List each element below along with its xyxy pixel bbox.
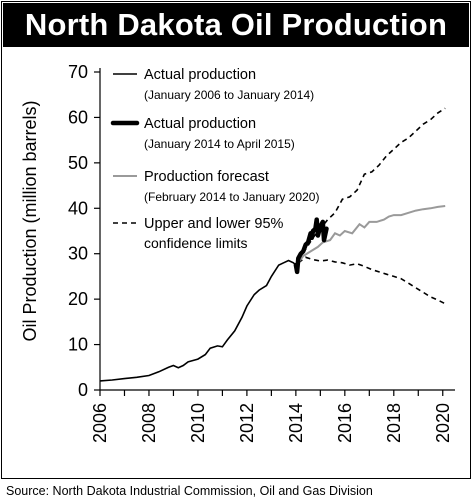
series-line-thick-black xyxy=(293,217,329,275)
x-tick-label: 2020 xyxy=(433,403,453,443)
y-tick-label: 30 xyxy=(68,244,88,264)
chart-frame xyxy=(1,1,471,479)
chart-title: North Dakota Oil Production xyxy=(24,7,448,42)
x-tick-label: 2010 xyxy=(188,403,208,443)
legend-sublabel: (January 2014 to April 2015) xyxy=(144,137,295,151)
x-tick-label: 2008 xyxy=(139,403,159,443)
source-note: Source: North Dakota Industrial Commissi… xyxy=(6,484,373,498)
legend-label: Production forecast xyxy=(144,169,269,185)
y-tick-label: 10 xyxy=(68,335,88,355)
y-tick-label: 50 xyxy=(68,153,88,173)
y-axis-label: Oil Production (million barrels) xyxy=(20,100,40,341)
x-tick-label: 2014 xyxy=(286,403,306,443)
series-line-gray xyxy=(297,205,446,264)
legend-label: Actual production xyxy=(144,67,256,83)
x-tick-label: 2016 xyxy=(335,403,355,443)
x-tick-label: 2018 xyxy=(384,403,404,443)
series-line-dashed xyxy=(297,256,446,305)
series-line-thin-black xyxy=(99,259,297,382)
x-tick-label: 2006 xyxy=(90,403,110,443)
y-tick-label: 60 xyxy=(68,107,88,127)
legend-sublabel: (February 2014 to January 2020) xyxy=(144,190,319,204)
series-line-dashed xyxy=(297,107,446,261)
legend-label: Upper and lower 95% xyxy=(144,216,284,232)
y-tick-label: 0 xyxy=(78,380,88,400)
y-tick-label: 20 xyxy=(68,289,88,309)
legend-sublabel: confidence limits xyxy=(144,235,248,251)
y-tick-label: 40 xyxy=(68,198,88,218)
legend-label: Actual production xyxy=(144,116,256,132)
y-tick-label: 70 xyxy=(68,62,88,82)
title-bar: North Dakota Oil Production xyxy=(3,3,469,47)
legend-sublabel: (January 2006 to January 2014) xyxy=(144,88,314,102)
x-tick-label: 2012 xyxy=(237,403,257,443)
chart-area: 0 10 20 30 40 50 60 70 2006 2008 2010 2012 2014 2016 2… xyxy=(20,62,455,443)
